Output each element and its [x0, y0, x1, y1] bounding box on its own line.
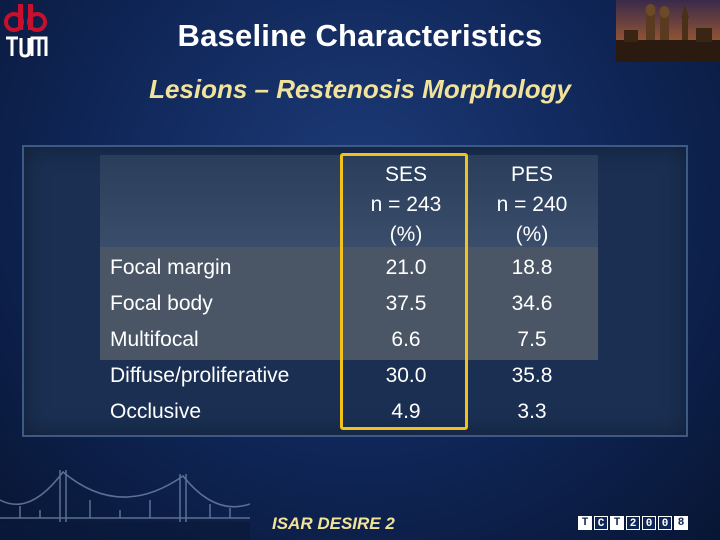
column-header-unit: (%): [515, 223, 549, 246]
slide-title: Baseline Characteristics: [177, 18, 543, 53]
ses-column-highlight: [340, 153, 468, 430]
cell-pes-focal-body: 34.6: [511, 292, 553, 315]
column-header-unit: (%): [389, 223, 423, 246]
logo-letter: 8: [674, 516, 688, 530]
cell-ses-focal-body: 37.5: [385, 292, 427, 315]
column-header-pes: PES n = 240 (%): [468, 160, 596, 250]
tum-logo: [4, 4, 48, 58]
cell-ses-focal-margin: 21.0: [385, 256, 427, 279]
cell-pes-diffuse-proliferative: 35.8: [511, 364, 553, 387]
cell-pes-focal-margin: 18.8: [511, 256, 553, 279]
bridge-silhouette-image: [0, 470, 250, 540]
study-name-footer: ISAR DESIRE 2: [272, 514, 395, 533]
logo-letter: 0: [658, 516, 672, 530]
table-header-band: [100, 155, 598, 247]
logo-letter: 2: [626, 516, 640, 530]
row-label-focal-body: Focal body: [110, 292, 213, 315]
logo-letter: T: [578, 516, 592, 530]
cell-pes-multifocal: 7.5: [517, 328, 547, 351]
table-body-band: [100, 247, 598, 360]
column-header-n: n = 240: [496, 193, 568, 216]
slide-subtitle: Lesions – Restenosis Morphology: [149, 74, 571, 104]
cell-pes-occlusive: 3.3: [517, 400, 547, 423]
munich-skyline-image: [616, 0, 720, 62]
column-header-ses: SES n = 243 (%): [342, 160, 470, 250]
cell-ses-occlusive: 4.9: [391, 400, 421, 423]
column-header-name: PES: [510, 163, 554, 186]
column-header-name: SES: [384, 163, 428, 186]
column-header-n: n = 243: [370, 193, 442, 216]
logo-letter: 0: [642, 516, 656, 530]
cell-ses-diffuse-proliferative: 30.0: [385, 364, 427, 387]
logo-letter: C: [594, 516, 608, 530]
logo-letter: T: [610, 516, 624, 530]
cell-ses-multifocal: 6.6: [391, 328, 421, 351]
row-label-diffuse-proliferative: Diffuse/proliferative: [110, 364, 290, 387]
row-label-multifocal: Multifocal: [110, 328, 199, 351]
row-label-occlusive: Occlusive: [110, 400, 202, 423]
tct-2008-logo: T C T 2 0 0 8: [578, 516, 688, 530]
row-label-focal-margin: Focal margin: [110, 256, 232, 279]
